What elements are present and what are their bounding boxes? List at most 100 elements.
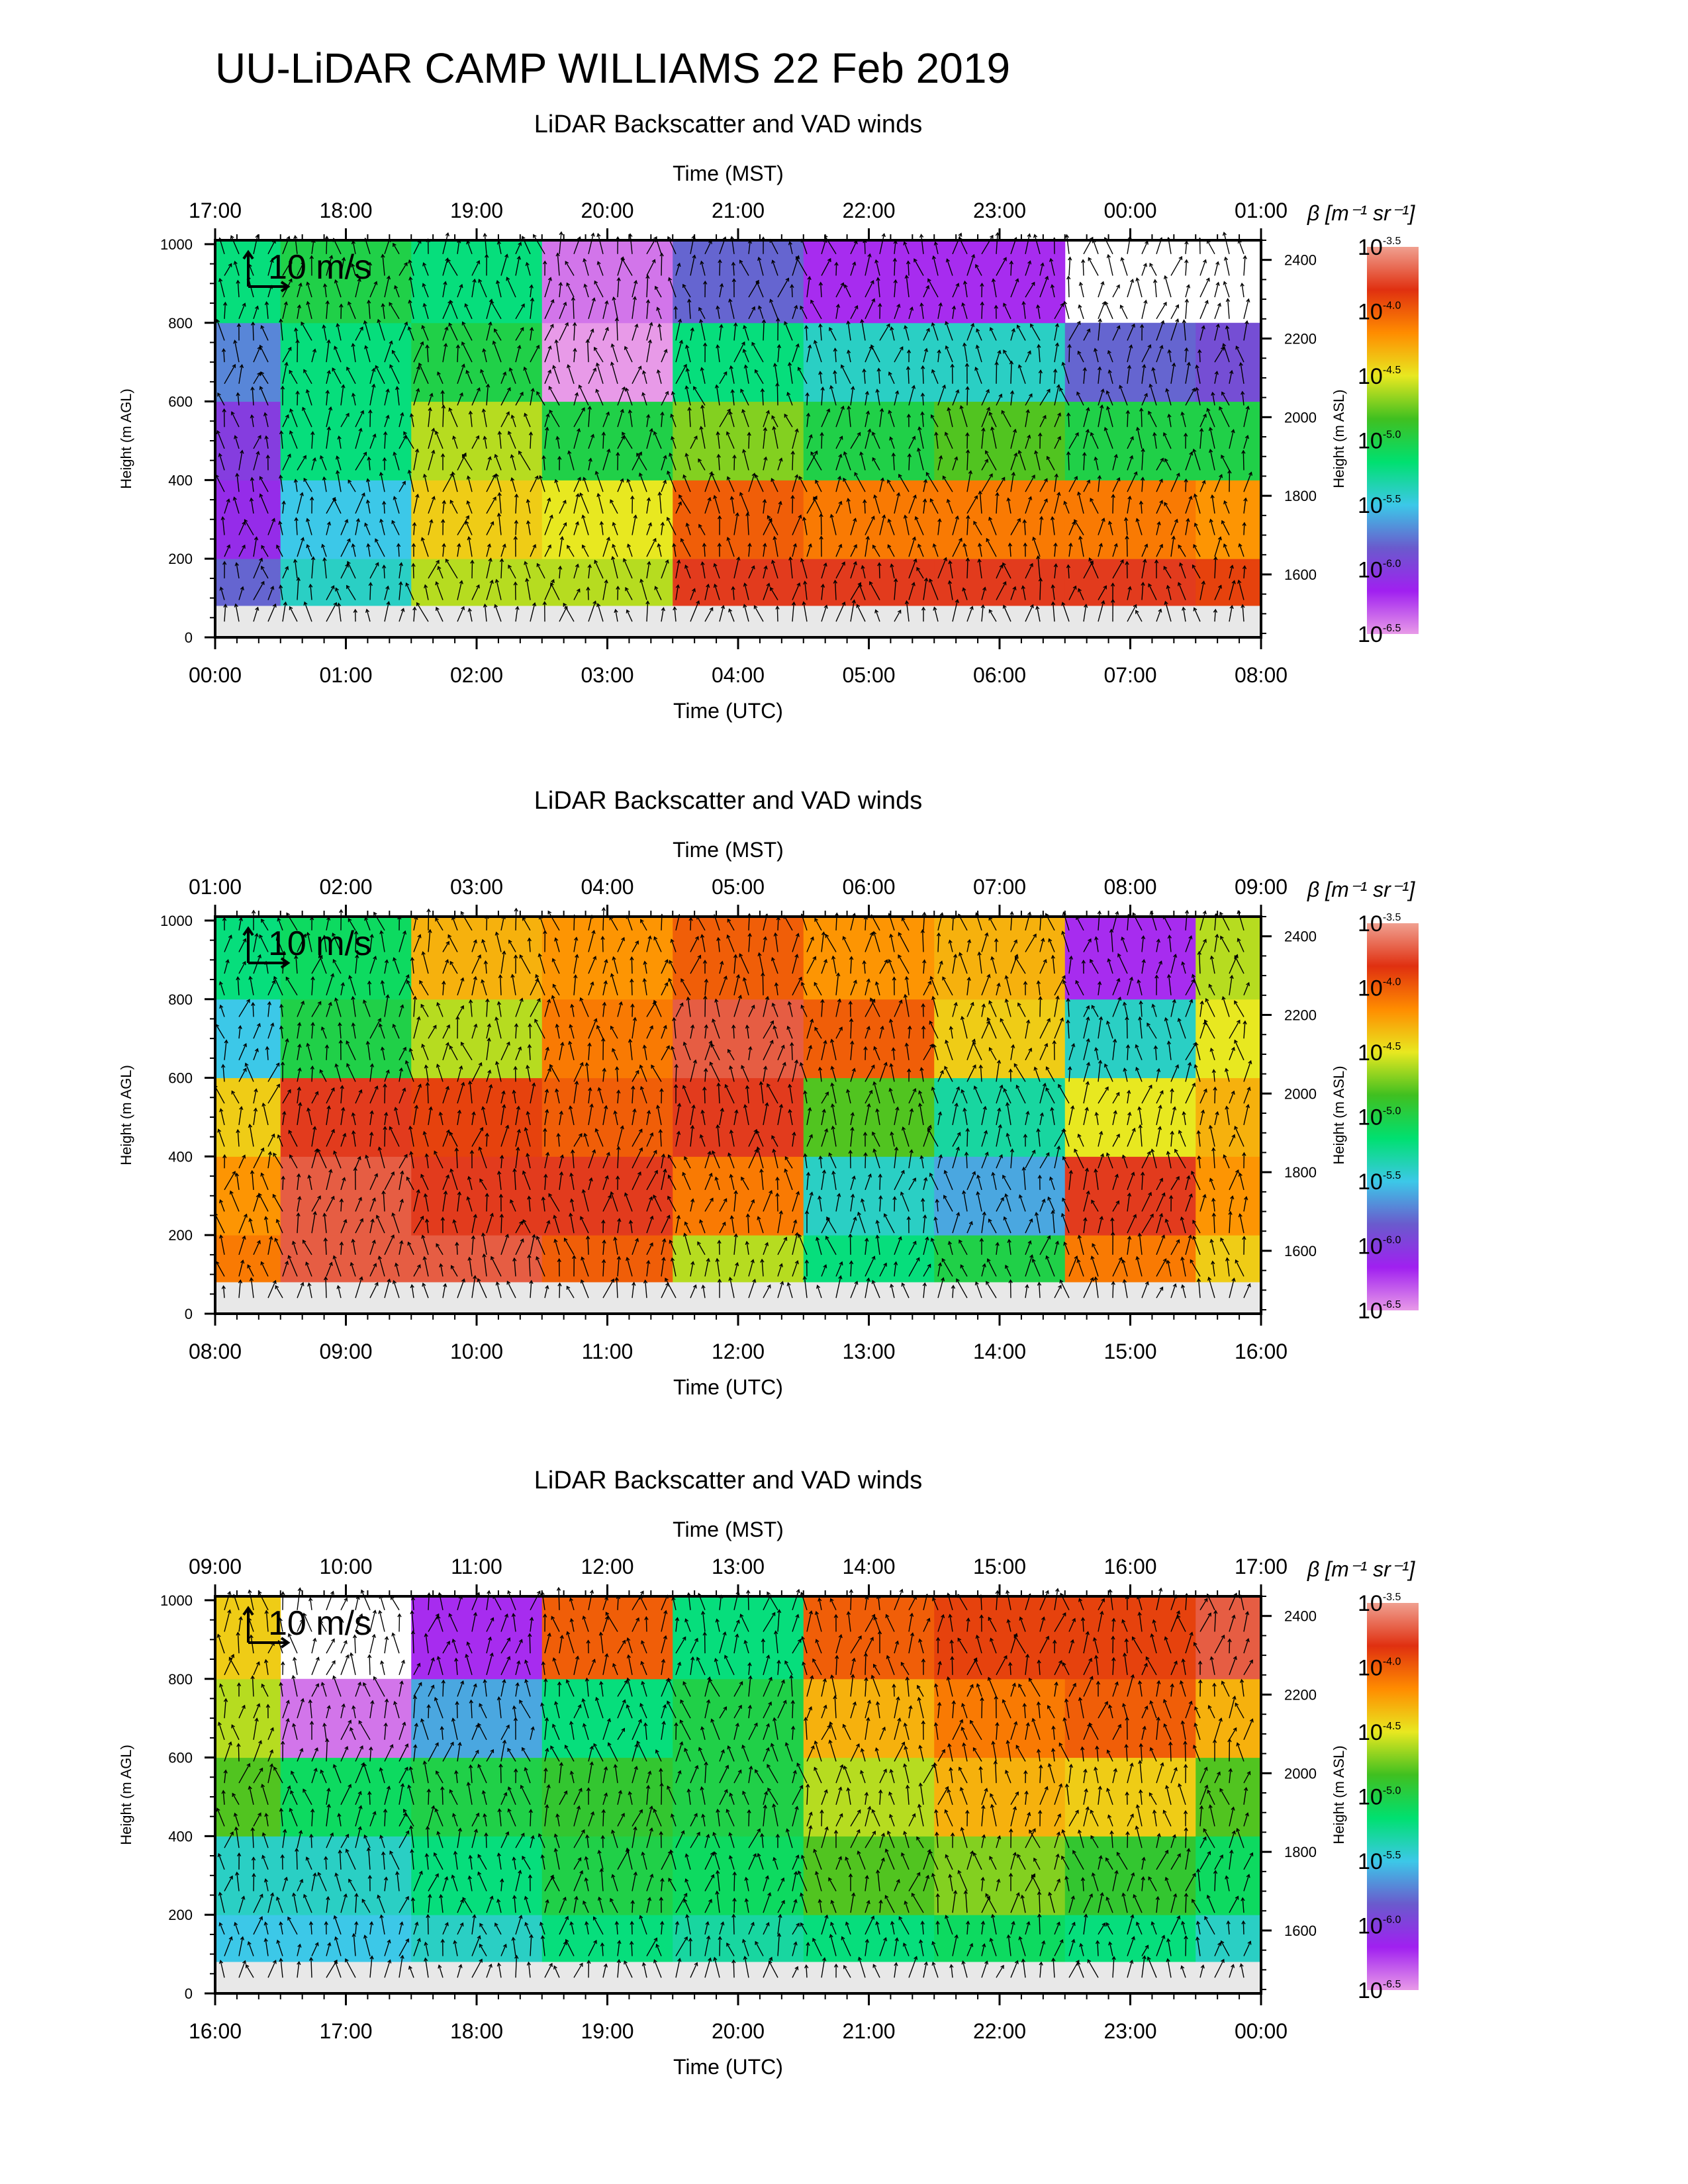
wind-arrow — [981, 407, 990, 428]
wind-arrow-head — [893, 279, 898, 284]
wind-arrow — [1212, 392, 1215, 406]
wind-arrow-head — [988, 411, 993, 416]
wind-arrow-head — [589, 1103, 594, 1108]
wind-arrow-head — [346, 412, 350, 417]
wind-arrow-head — [1017, 449, 1022, 455]
vector-key: 10 m/s — [242, 248, 371, 293]
wind-arrow-head — [408, 259, 412, 264]
wind-arrow-head — [1151, 367, 1156, 371]
wind-arrow — [530, 978, 539, 996]
wind-arrow-head — [747, 432, 751, 436]
wind-arrow — [675, 1003, 683, 1017]
wind-arrow — [869, 581, 880, 600]
wind-arrow-head — [514, 907, 518, 912]
wind-arrow-head — [912, 1087, 917, 1093]
wind-arrow — [1025, 1111, 1029, 1126]
wind-arrow — [991, 956, 997, 974]
wind-arrow — [748, 1129, 757, 1147]
wind-arrow — [669, 277, 677, 298]
wind-arrow — [894, 1107, 898, 1126]
wind-arrow — [748, 240, 751, 254]
wind-arrow — [1107, 406, 1113, 428]
wind-arrow — [238, 586, 244, 600]
wind-arrow-head — [222, 1154, 227, 1159]
backscatter-cell — [411, 1077, 543, 1157]
wind-arrow — [573, 975, 577, 995]
wind-arrow-head — [982, 1211, 986, 1216]
wind-arrow-head — [595, 388, 600, 393]
wind-arrow-head — [1000, 1197, 1004, 1201]
wind-arrow-head — [343, 1218, 348, 1224]
wind-arrow — [746, 1242, 749, 1255]
wind-arrow — [942, 977, 953, 996]
wind-arrow-head — [933, 1216, 938, 1221]
wind-arrow — [814, 340, 822, 363]
wind-arrow-head — [975, 263, 979, 269]
wind-arrow — [1054, 996, 1058, 1017]
wind-arrow — [365, 1155, 371, 1169]
wind-arrow — [820, 371, 822, 384]
wind-arrow — [686, 386, 691, 406]
wind-arrow — [527, 499, 531, 514]
wind-arrow — [304, 602, 312, 622]
wind-arrow — [596, 389, 604, 406]
wind-arrow — [908, 1109, 913, 1126]
wind-arrow-head — [499, 1213, 504, 1218]
wind-arrow-head — [363, 999, 367, 1004]
wind-arrow-head — [460, 911, 465, 915]
wind-arrow — [996, 1060, 1000, 1082]
wind-arrow-head — [588, 457, 592, 462]
wind-arrow — [612, 1048, 618, 1061]
wind-arrow — [500, 915, 505, 931]
wind-arrow-head — [596, 603, 601, 608]
wind-arrow-head — [355, 518, 361, 523]
wind-arrow-head — [1188, 495, 1193, 500]
wind-arrow — [1010, 1044, 1014, 1060]
wind-arrow — [335, 588, 342, 600]
wind-arrow-head — [729, 1215, 734, 1220]
wind-arrow-head — [424, 584, 428, 588]
wind-arrow-head — [652, 537, 657, 543]
wind-arrow — [952, 233, 962, 255]
wind-arrow-head — [633, 279, 638, 285]
wind-arrow-head — [717, 1278, 722, 1283]
wind-arrow-head — [739, 492, 743, 496]
wind-arrow — [1068, 321, 1081, 341]
wind-arrow — [981, 974, 990, 996]
wind-arrow — [384, 415, 389, 428]
wind-arrow-head — [414, 1105, 419, 1109]
wind-arrow-head — [557, 455, 562, 460]
wind-arrow — [941, 1258, 953, 1277]
wind-arrow — [602, 432, 604, 449]
wind-arrow — [428, 929, 431, 952]
wind-arrow-head — [287, 346, 292, 351]
wind-arrow-head — [322, 1212, 327, 1217]
wind-arrow-head — [962, 587, 966, 592]
wind-arrow — [597, 604, 604, 622]
wind-arrow — [326, 1087, 335, 1104]
wind-arrow-head — [981, 1003, 986, 1008]
wind-arrow — [297, 283, 302, 298]
wind-arrow-head — [1201, 325, 1205, 330]
wind-arrow — [718, 938, 720, 952]
wind-arrow — [667, 1196, 677, 1212]
wind-arrow — [665, 1278, 677, 1298]
wind-arrow-head — [443, 1190, 448, 1195]
wind-arrow — [787, 1026, 793, 1039]
wind-arrow — [879, 1196, 882, 1212]
wind-arrow-head — [719, 324, 724, 328]
wind-arrow-head — [631, 1085, 635, 1090]
wind-arrow — [1001, 410, 1011, 428]
wind-arrow — [303, 478, 312, 492]
wind-arrow-head — [317, 1195, 321, 1200]
wind-arrow-head — [1002, 562, 1006, 567]
wind-arrow-head — [988, 1047, 993, 1052]
wind-arrow-head — [579, 1062, 584, 1066]
wind-arrow-head — [502, 543, 506, 548]
wind-arrow — [996, 1108, 1000, 1126]
wind-arrow — [952, 538, 962, 557]
wind-arrow — [1002, 563, 1011, 579]
wind-arrow — [874, 1046, 880, 1061]
wind-arrow-head — [432, 1024, 437, 1029]
wind-arrow-head — [248, 976, 253, 980]
